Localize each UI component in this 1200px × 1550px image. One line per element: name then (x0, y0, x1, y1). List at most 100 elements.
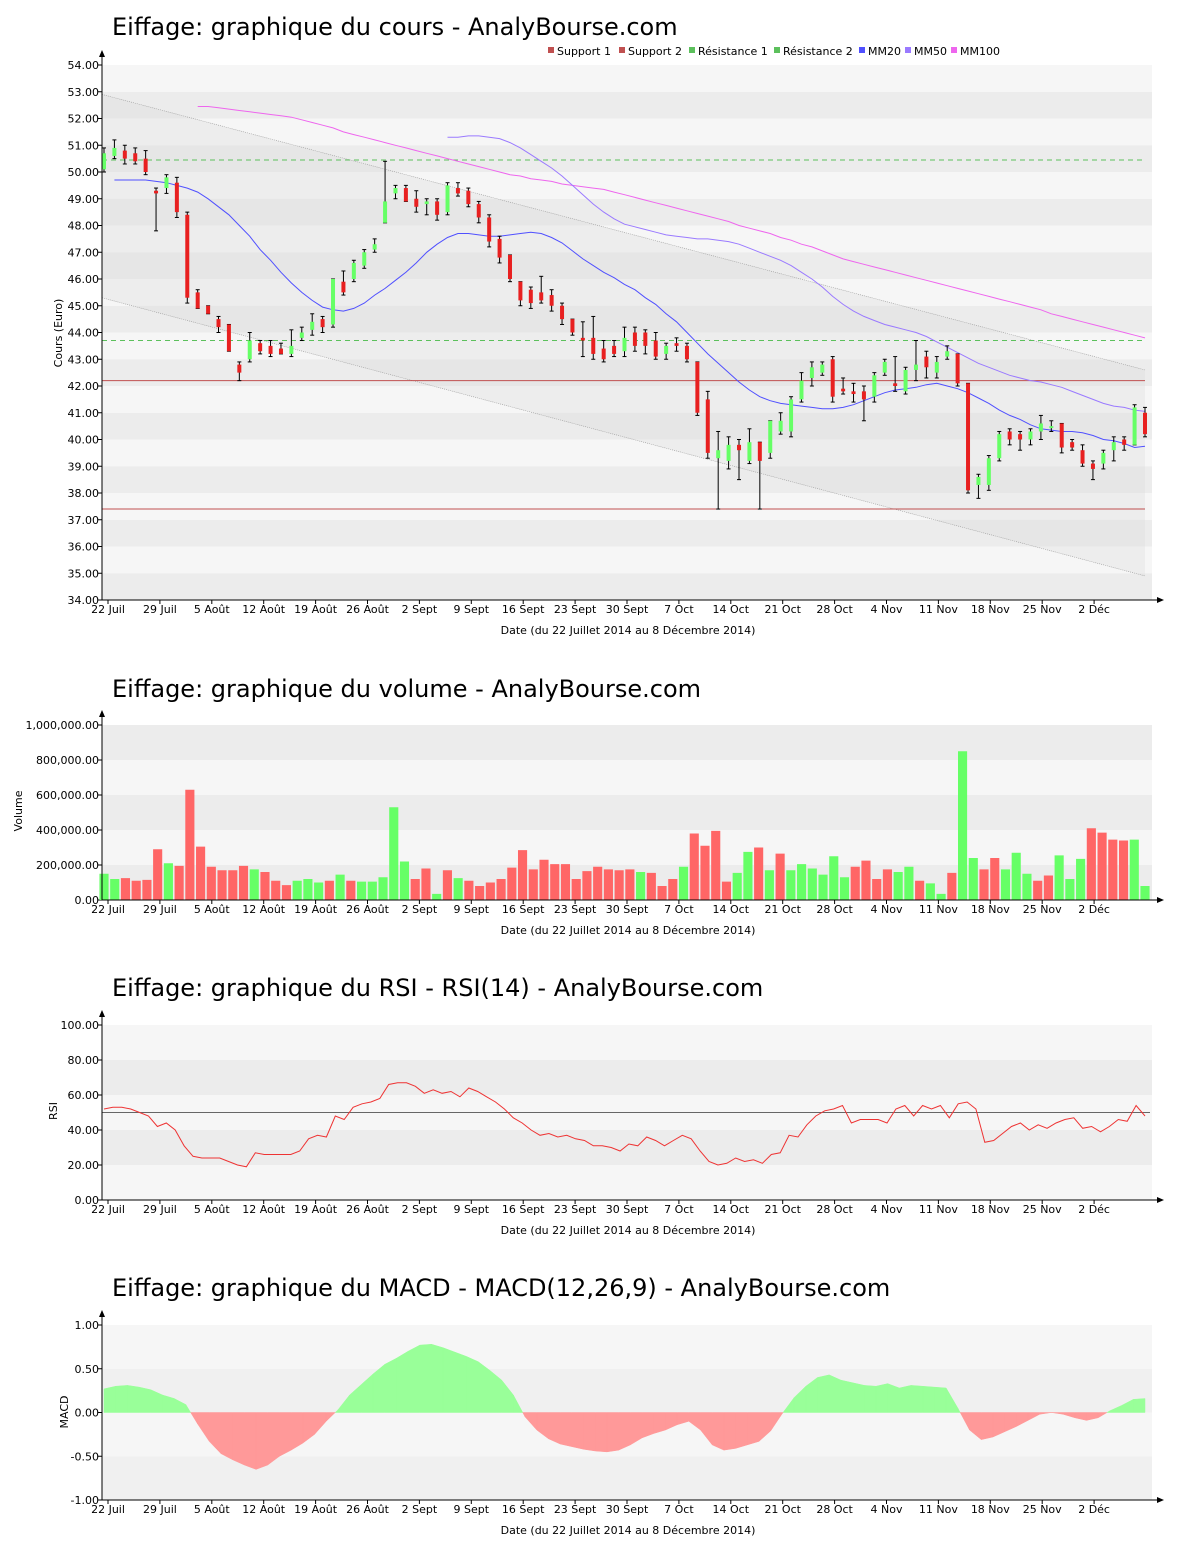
volume-bar (764, 870, 774, 900)
rsi-y-tick-label: 0.00 (75, 1194, 100, 1207)
volume-y-tick-label: 0.00 (75, 894, 100, 907)
price-y-axis-label: Cours (Euro) (52, 299, 65, 368)
candle-body (653, 340, 658, 357)
price-x-tick-label: 26 Août (346, 603, 390, 616)
volume-y-tick-label: 200,000.00 (36, 859, 99, 872)
volume-y-tick-label: 400,000.00 (36, 824, 99, 837)
legend-swatch (619, 47, 625, 53)
rsi-x-tick-label: 29 Juil (143, 1203, 177, 1216)
candle-body (612, 345, 617, 354)
volume-bar (711, 830, 721, 900)
price-x-tick-label: 18 Nov (971, 603, 1010, 616)
volume-plot-area: 0.00 200,000.00 400,000.00 600,000.00 800,00… (26, 710, 1164, 916)
candle-body (122, 150, 127, 159)
volume-bar (678, 866, 689, 900)
candle-body (195, 292, 200, 309)
legend-item: MM20 (868, 45, 901, 58)
volume-bar (196, 846, 206, 900)
volume-bar (442, 870, 452, 900)
candle-body (976, 476, 981, 485)
candle-body (341, 281, 346, 293)
price-y-tick-label: 44.00 (68, 327, 100, 340)
volume-bar (399, 861, 410, 900)
volume-x-axis-arrow (1157, 897, 1164, 903)
candle-body (331, 279, 336, 325)
volume-bar (839, 877, 850, 900)
macd-x-tick-label: 26 Août (346, 1503, 390, 1516)
rsi-x-tick-label: 28 Oct (816, 1203, 853, 1216)
rsi-x-axis-label: Date (du 22 Juillet 2014 au 8 Décembre 2… (501, 1224, 756, 1237)
volume-bar (571, 879, 581, 900)
volume-bar (367, 881, 377, 900)
price-x-tick-label: 5 Août (194, 603, 231, 616)
candle-body (414, 198, 419, 207)
price-band (102, 332, 1152, 360)
price-y-tick-label: 38.00 (68, 487, 100, 500)
volume-x-tick-label: 21 Oct (764, 903, 801, 916)
macd-x-tick-label: 30 Sept (606, 1503, 649, 1516)
candle-body (591, 337, 596, 354)
volume-bar (1043, 875, 1053, 900)
rsi-x-tick-label: 12 Août (242, 1203, 286, 1216)
price-x-tick-label: 21 Oct (764, 603, 801, 616)
candle-body (1018, 434, 1023, 440)
rsi-chart: Eiffage: graphique du RSI - RSI(14) - An… (47, 974, 1164, 1237)
volume-x-tick-label: 2 Déc (1078, 903, 1110, 916)
candle-body (1101, 452, 1106, 464)
volume-bar (668, 879, 678, 900)
volume-bar (850, 866, 860, 900)
rsi-y-axis-label: RSI (47, 1102, 60, 1120)
price-y-tick-label: 47.00 (68, 246, 100, 259)
price-x-tick-label: 4 Nov (871, 603, 903, 616)
rsi-line (103, 1082, 1146, 1168)
candle-body (934, 361, 939, 373)
volume-bar (1086, 828, 1096, 900)
price-y-tick-label: 48.00 (68, 220, 100, 233)
rsi-band (102, 1060, 1152, 1095)
price-y-tick-label: 42.00 (68, 380, 100, 393)
price-band (102, 118, 1152, 146)
volume-bar (517, 850, 528, 900)
price-band (102, 546, 1152, 574)
volume-bar (528, 869, 538, 900)
volume-bar (979, 869, 989, 900)
price-band (102, 519, 1152, 547)
candle-body (164, 177, 169, 189)
candle-body (1111, 442, 1116, 451)
price-y-tick-label: 39.00 (68, 460, 100, 473)
candle-body (133, 153, 138, 162)
volume-bar (614, 870, 624, 900)
volume-band (102, 725, 1152, 760)
volume-bar (1140, 886, 1150, 900)
macd-x-tick-label: 16 Sept (502, 1503, 545, 1516)
candle-body (1070, 442, 1075, 448)
volume-bar (872, 879, 882, 900)
rsi-y-tick-label: 80.00 (68, 1054, 100, 1067)
price-y-tick-label: 40.00 (68, 434, 100, 447)
candle-body (299, 332, 304, 338)
macd-band (102, 1456, 1152, 1500)
macd-x-tick-label: 25 Nov (1023, 1503, 1062, 1516)
rsi-y-tick-label: 60.00 (68, 1089, 100, 1102)
candle-body (560, 305, 565, 320)
rsi-y-axis-arrow (99, 1010, 105, 1017)
volume-bar (1011, 852, 1021, 900)
volume-chart-title: Eiffage: graphique du volume - AnalyBour… (112, 675, 701, 703)
price-x-tick-label: 25 Nov (1023, 603, 1062, 616)
volume-bar (1033, 880, 1043, 900)
rsi-x-tick-label: 18 Nov (971, 1203, 1010, 1216)
price-y-tick-label: 51.00 (68, 139, 100, 152)
volume-bar (550, 864, 560, 900)
volume-x-tick-label: 19 Août (294, 903, 338, 916)
volume-band (102, 795, 1152, 830)
volume-bar (968, 858, 978, 900)
volume-x-tick-label: 23 Sept (554, 903, 597, 916)
candle-body (737, 444, 742, 451)
volume-x-tick-label: 16 Sept (502, 903, 545, 916)
candle-body (154, 190, 159, 194)
rsi-x-tick-label: 22 Juil (91, 1203, 125, 1216)
price-band (102, 493, 1152, 520)
rsi-y-tick-label: 100.00 (61, 1019, 100, 1032)
price-band (102, 91, 1152, 119)
legend-swatch (774, 47, 780, 53)
